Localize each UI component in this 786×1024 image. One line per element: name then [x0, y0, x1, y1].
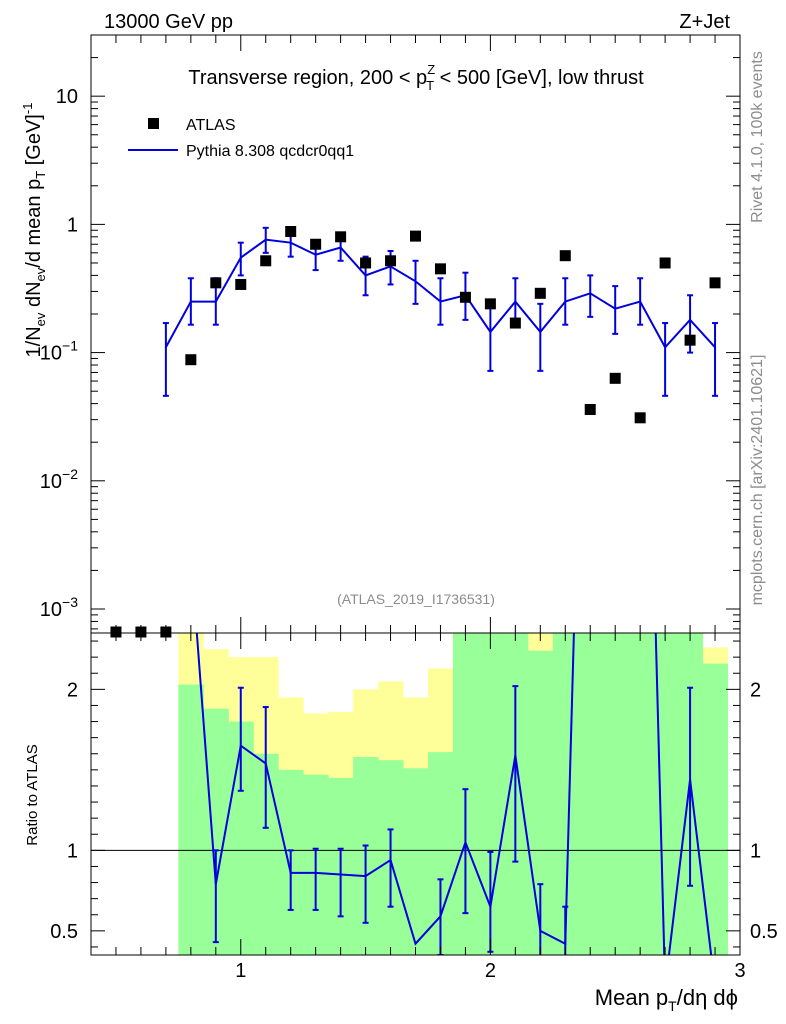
atlas-data-point [659, 257, 671, 269]
atlas-data-point [185, 354, 197, 366]
y-tick-label-base: 10 [56, 86, 78, 108]
ratio-marks [91, 633, 740, 955]
ratio-y-tick-label-right: 2 [750, 679, 761, 701]
atlas-data-point [434, 263, 446, 275]
header-process-label: Z+Jet [679, 11, 730, 33]
ratio-ticks: 1 2 30.5 0.51 12 2 [50, 633, 778, 982]
y-label-sub-2: ev [33, 267, 48, 281]
y-label-sub-1: ev [33, 312, 48, 326]
legend-atlas-label: ATLAS [186, 117, 236, 134]
ratio-band-green [702, 663, 729, 955]
y-axis-label: 1/Nev dNev/d mean pT [GeV]-1 [20, 103, 48, 358]
y-tick-label-base: 10 [40, 599, 62, 621]
atlas-data-point [385, 255, 397, 267]
x-tick-label: 1 [235, 960, 246, 982]
atlas-data-point [410, 230, 421, 242]
x-axis-label: Mean pT/dη dϕ [595, 985, 738, 1014]
y-label-part-b: dN [23, 281, 45, 312]
atlas-data-point [584, 403, 596, 415]
ratio-y-tick-label-right: 0.5 [750, 921, 778, 943]
y-label-part-c: /d mean p [23, 179, 45, 268]
y-label-sub-3: T [33, 171, 48, 179]
y-tick-label: 10 [56, 86, 78, 108]
y-tick-label-exp: −1 [62, 338, 78, 354]
x-tick-label: 3 [734, 960, 745, 982]
y-tick-label-base: 10 [40, 471, 62, 493]
ratio-mc-line [195, 633, 713, 955]
atlas-data-point [609, 372, 621, 384]
mcplots-source-label: mcplots.cern.ch [arXiv:2401.10621] [749, 355, 766, 606]
atlas-data-point [509, 317, 521, 329]
chart-title-sub: T [426, 78, 434, 93]
x-label-part-a: Mean p [595, 985, 668, 1010]
x-tick-label: 2 [485, 960, 496, 982]
rivet-version-label: Rivet 4.1.0, 100k events [749, 51, 766, 223]
ratio-y-tick-label-left: 1 [67, 840, 78, 862]
atlas-data-point [709, 277, 721, 289]
atlas-data-point [210, 277, 222, 289]
y-tick-label-exp: −2 [62, 466, 78, 482]
atlas-data-point [260, 255, 272, 267]
ratio-y-tick-label-left: 0.5 [50, 921, 78, 943]
x-label-sub: T [668, 998, 677, 1014]
main-marks [110, 226, 721, 638]
y-tick-label: 10−2 [40, 466, 78, 493]
y-tick-label: 10−1 [40, 338, 78, 365]
ratio-band-green [178, 684, 204, 955]
atlas-data-point [534, 287, 546, 299]
chart-title-part-2: < 500 [GeV], low thrust [434, 67, 644, 89]
atlas-data-point [360, 257, 372, 269]
y-tick-label: 10−3 [40, 594, 78, 621]
ratio-band-green [403, 768, 429, 955]
ratio-band-green [602, 633, 629, 955]
ratio-y-axis-label: Ratio to ATLAS [24, 744, 41, 845]
chart-title-part-1: Transverse region, 200 < p [188, 67, 427, 89]
atlas-data-point [310, 238, 322, 250]
ratio-panel: 1 2 30.5 0.51 12 2 [50, 632, 778, 982]
x-label-part-b: /dη dϕ [677, 985, 738, 1010]
y-tick-label-exp: −3 [62, 594, 78, 610]
chart-title: Transverse region, 200 < pZ T < 500 [GeV]… [188, 62, 644, 93]
atlas-data-point [559, 250, 571, 262]
atlas-data-point [335, 231, 347, 243]
atlas-data-point [684, 334, 696, 346]
y-tick-label-base: 10 [40, 343, 62, 365]
ratio-band-green [627, 633, 654, 955]
atlas-data-point [459, 291, 471, 303]
chart-title-sup: Z [427, 62, 435, 77]
atlas-data-point [634, 412, 646, 424]
y-label-part-a: 1/N [23, 326, 45, 357]
y-label-part-d: [GeV] [23, 114, 45, 171]
atlas-data-point [484, 298, 496, 310]
atlas-data-point [235, 278, 247, 290]
atlas-data-point [285, 226, 297, 238]
legend-pythia-label: Pythia 8.308 qcdcr0qq1 [186, 143, 354, 160]
analysis-tag: (ATLAS_2019_I1736531) [337, 591, 495, 607]
legend-atlas-marker [148, 118, 159, 129]
ratio-y-tick-label-left: 2 [67, 679, 78, 701]
ratio-band-green [577, 633, 604, 955]
header-energy-label: 13000 GeV pp [104, 11, 233, 33]
legend: ATLAS Pythia 8.308 qcdcr0qq1 [128, 117, 354, 160]
y-label-sup: -1 [20, 103, 35, 115]
y-tick-label-base: 1 [67, 214, 78, 236]
y-tick-label: 1 [67, 214, 78, 236]
ratio-y-tick-label-right: 1 [750, 840, 761, 862]
